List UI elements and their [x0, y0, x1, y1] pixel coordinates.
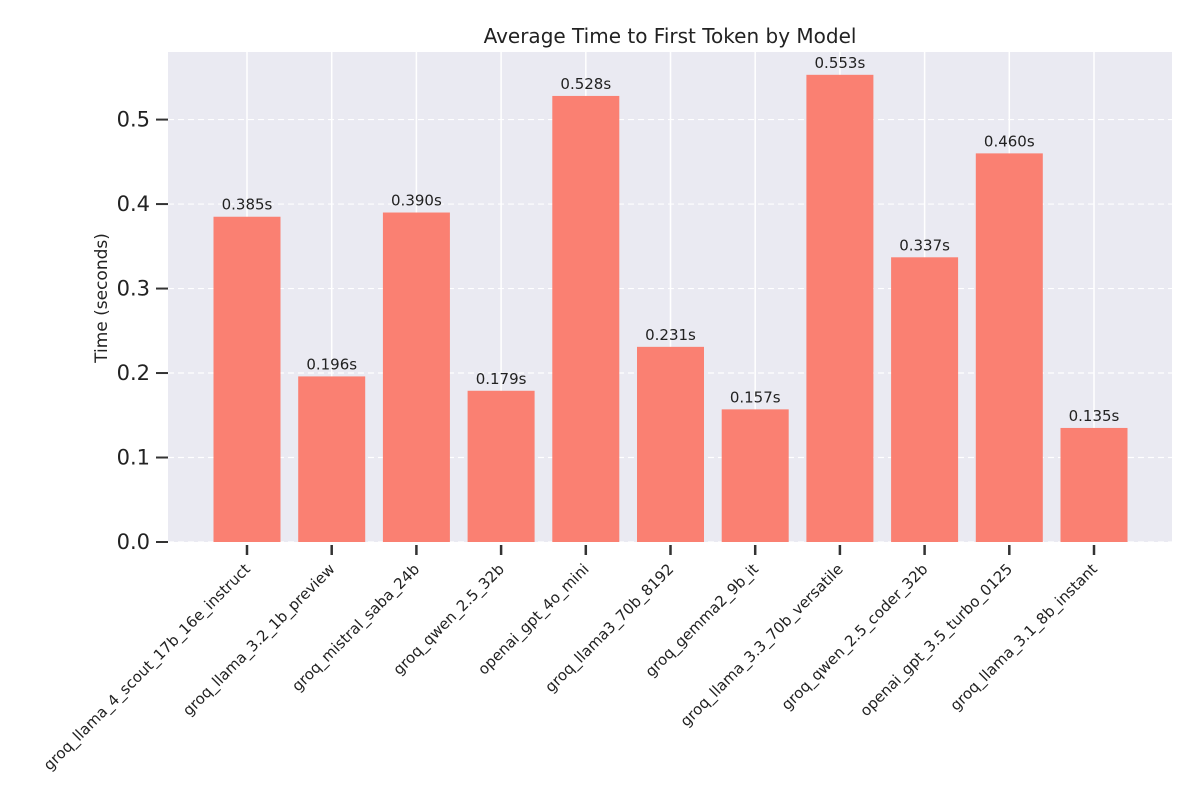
bar: [721, 409, 789, 542]
bar-value-label: 0.385s: [222, 196, 273, 214]
bar-value-label: 0.231s: [645, 326, 696, 344]
y-tick-label: 0.1: [117, 446, 150, 470]
y-tick-label: 0.5: [117, 108, 150, 132]
bar: [637, 346, 704, 542]
bar: [891, 257, 959, 542]
bar-value-label: 0.179s: [476, 370, 527, 388]
bar: [975, 153, 1043, 542]
y-axis: 0.0 0.1 0.2 0.3 0.4 0.5: [117, 108, 168, 554]
x-tick-label: groq_qwen_2.5_coder_32b: [778, 560, 932, 714]
x-tick-label: groq_llama_3.1_8b_instant: [946, 560, 1101, 715]
y-tick-label: 0.0: [117, 530, 150, 554]
bar: [1060, 427, 1128, 542]
bar-value-label: 0.196s: [306, 355, 357, 373]
x-axis: groq_llama_4_scout_17b_16e_instructgroq_…: [40, 545, 1102, 775]
x-tick-label: groq_llama_3.2_1b_preview: [179, 560, 339, 720]
y-tick-label: 0.2: [117, 361, 150, 385]
x-tick-label: groq_llama_3.3_70b_versatile: [677, 560, 848, 731]
chart-title: Average Time to First Token by Model: [484, 24, 857, 48]
x-tick-label: openai_gpt_3.5_turbo_0125: [856, 560, 1017, 721]
bar-value-label: 0.135s: [1069, 407, 1120, 425]
bar-value-label: 0.460s: [984, 132, 1035, 150]
bar: [298, 376, 366, 542]
y-tick-label: 0.4: [117, 192, 150, 216]
bar: [382, 212, 450, 542]
bar-value-label: 0.337s: [899, 236, 950, 254]
bar: [467, 390, 535, 542]
value-labels: 0.385s 0.196s 0.390s 0.179s 0.528s 0.231s 0.15…: [222, 54, 1120, 425]
bar-value-label: 0.528s: [560, 75, 611, 93]
bar-value-label: 0.157s: [730, 388, 781, 406]
bar-value-label: 0.553s: [815, 54, 866, 72]
bar-value-label: 0.390s: [391, 192, 442, 210]
bars: [213, 74, 1128, 543]
bar: [552, 95, 620, 543]
bar: [213, 216, 281, 542]
y-tick-label: 0.3: [117, 277, 150, 301]
y-axis-label: Time (seconds): [92, 233, 112, 364]
bar: [806, 74, 874, 542]
